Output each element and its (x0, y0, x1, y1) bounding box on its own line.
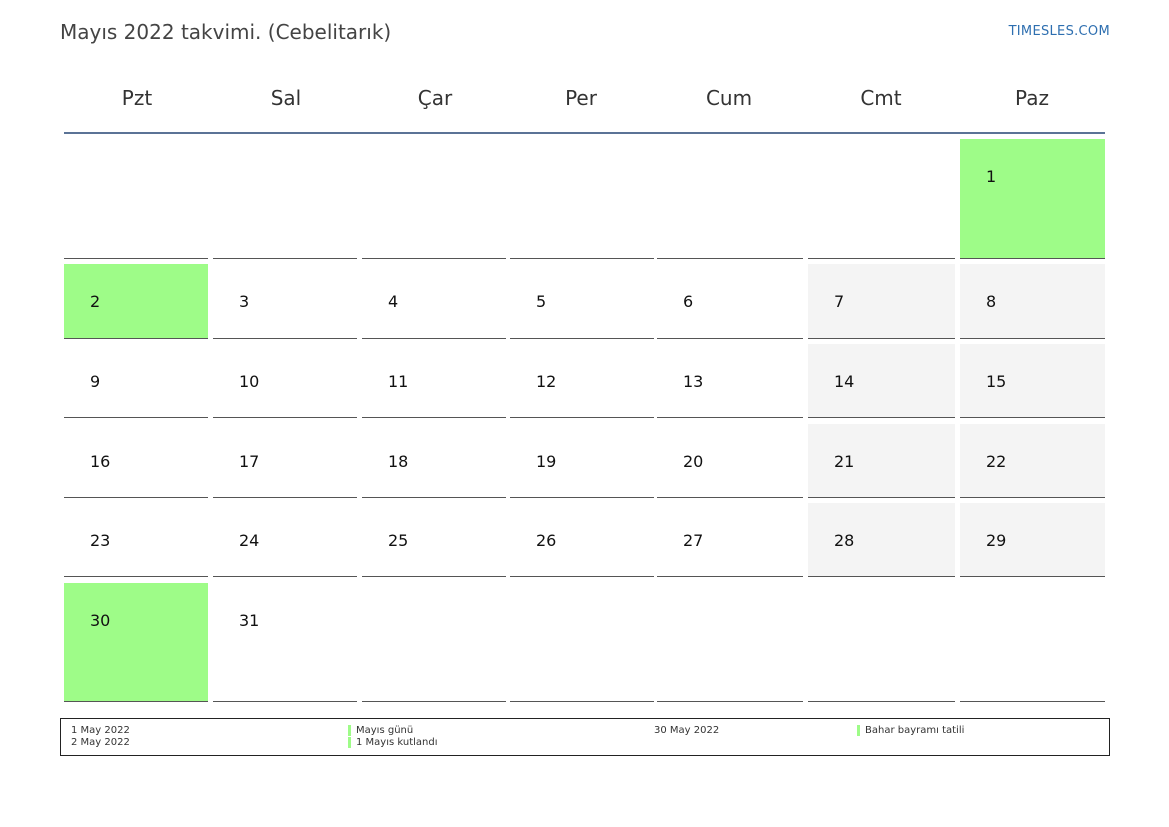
day-cell[interactable]: 10 (213, 344, 357, 418)
weekday-header: Pzt Sal Çar Per Cum Cmt Paz (64, 80, 1105, 134)
day-cell[interactable]: 24 (213, 503, 357, 577)
weekday-label: Cum (705, 86, 753, 110)
day-number: 10 (239, 372, 260, 391)
day-number: 20 (683, 452, 704, 471)
day-number: 14 (834, 372, 855, 391)
weekday-label: Sal (270, 86, 302, 110)
empty-day-cell (510, 583, 654, 702)
page-title: Mayıs 2022 takvimi. (Cebelitarık) (60, 20, 392, 44)
day-number: 19 (536, 452, 557, 471)
day-cell[interactable]: 27 (657, 503, 803, 577)
day-cell[interactable]: 28 (808, 503, 955, 577)
day-cell[interactable]: 20 (657, 424, 803, 498)
day-cell[interactable]: 2 (64, 264, 208, 339)
day-number: 12 (536, 372, 557, 391)
legend-color-mark (348, 737, 351, 748)
empty-day-cell (808, 583, 955, 702)
day-number: 7 (834, 292, 845, 311)
day-number: 18 (388, 452, 409, 471)
day-cell[interactable]: 17 (213, 424, 357, 498)
weekday-label: Pzt (121, 86, 153, 110)
empty-day-cell (657, 139, 803, 259)
empty-day-cell (960, 583, 1105, 702)
day-cell[interactable]: 6 (657, 264, 803, 339)
day-cell[interactable]: 26 (510, 503, 654, 577)
day-cell[interactable]: 25 (362, 503, 506, 577)
day-number: 2 (90, 292, 101, 311)
day-number: 21 (834, 452, 855, 471)
day-cell[interactable]: 5 (510, 264, 654, 339)
weekday-label: Per (565, 86, 597, 110)
brand-link[interactable]: TIMESLES.COM (1008, 24, 1110, 39)
day-number: 5 (536, 292, 547, 311)
day-number: 1 (986, 167, 997, 186)
day-number: 6 (683, 292, 694, 311)
day-cell[interactable]: 7 (808, 264, 955, 339)
day-number: 27 (683, 531, 704, 550)
holiday-legend: 1 May 2022 2 May 2022 Mayıs günü 1 Mayıs… (60, 718, 1110, 756)
legend-date: 2 May 2022 (71, 737, 130, 748)
day-number: 9 (90, 372, 101, 391)
day-cell[interactable]: 8 (960, 264, 1105, 339)
empty-day-cell (808, 139, 955, 259)
day-cell[interactable]: 9 (64, 344, 208, 418)
empty-day-cell (362, 139, 506, 259)
legend-date: 1 May 2022 (71, 725, 130, 736)
day-number: 16 (90, 452, 111, 471)
day-number: 15 (986, 372, 1007, 391)
day-cell[interactable]: 23 (64, 503, 208, 577)
day-cell[interactable]: 30 (64, 583, 208, 702)
legend-color-mark (857, 725, 860, 736)
day-number: 31 (239, 611, 260, 630)
weekday-label: Cmt (860, 86, 902, 110)
legend-holiday-name: Bahar bayramı tatili (865, 725, 965, 736)
day-number: 24 (239, 531, 260, 550)
legend-holiday-name: Mayıs günü (356, 725, 414, 736)
day-number: 8 (986, 292, 997, 311)
day-cell[interactable]: 29 (960, 503, 1105, 577)
day-number: 29 (986, 531, 1007, 550)
legend-holiday-name: 1 Mayıs kutlandı (356, 737, 438, 748)
day-cell[interactable]: 12 (510, 344, 654, 418)
day-cell[interactable]: 16 (64, 424, 208, 498)
day-cell[interactable]: 15 (960, 344, 1105, 418)
empty-day-cell (213, 139, 357, 259)
day-cell[interactable]: 19 (510, 424, 654, 498)
day-number: 4 (388, 292, 399, 311)
day-cell[interactable]: 31 (213, 583, 357, 702)
day-number: 13 (683, 372, 704, 391)
day-cell[interactable]: 18 (362, 424, 506, 498)
day-number: 3 (239, 292, 250, 311)
empty-day-cell (510, 139, 654, 259)
day-cell[interactable]: 21 (808, 424, 955, 498)
day-cell[interactable]: 4 (362, 264, 506, 339)
day-number: 22 (986, 452, 1007, 471)
day-number: 30 (90, 611, 111, 630)
day-number: 28 (834, 531, 855, 550)
day-number: 25 (388, 531, 409, 550)
empty-day-cell (64, 139, 208, 259)
day-number: 11 (388, 372, 409, 391)
day-number: 17 (239, 452, 260, 471)
weekday-label: Paz (1015, 86, 1049, 110)
day-cell[interactable]: 3 (213, 264, 357, 339)
legend-date: 30 May 2022 (654, 725, 720, 736)
day-number: 23 (90, 531, 111, 550)
day-cell[interactable]: 14 (808, 344, 955, 418)
empty-day-cell (362, 583, 506, 702)
day-number: 26 (536, 531, 557, 550)
day-cell[interactable]: 13 (657, 344, 803, 418)
day-cell[interactable]: 1 (960, 139, 1105, 259)
weekday-label: Çar (417, 86, 453, 110)
empty-day-cell (657, 583, 803, 702)
day-cell[interactable]: 22 (960, 424, 1105, 498)
day-cell[interactable]: 11 (362, 344, 506, 418)
legend-color-mark (348, 725, 351, 736)
